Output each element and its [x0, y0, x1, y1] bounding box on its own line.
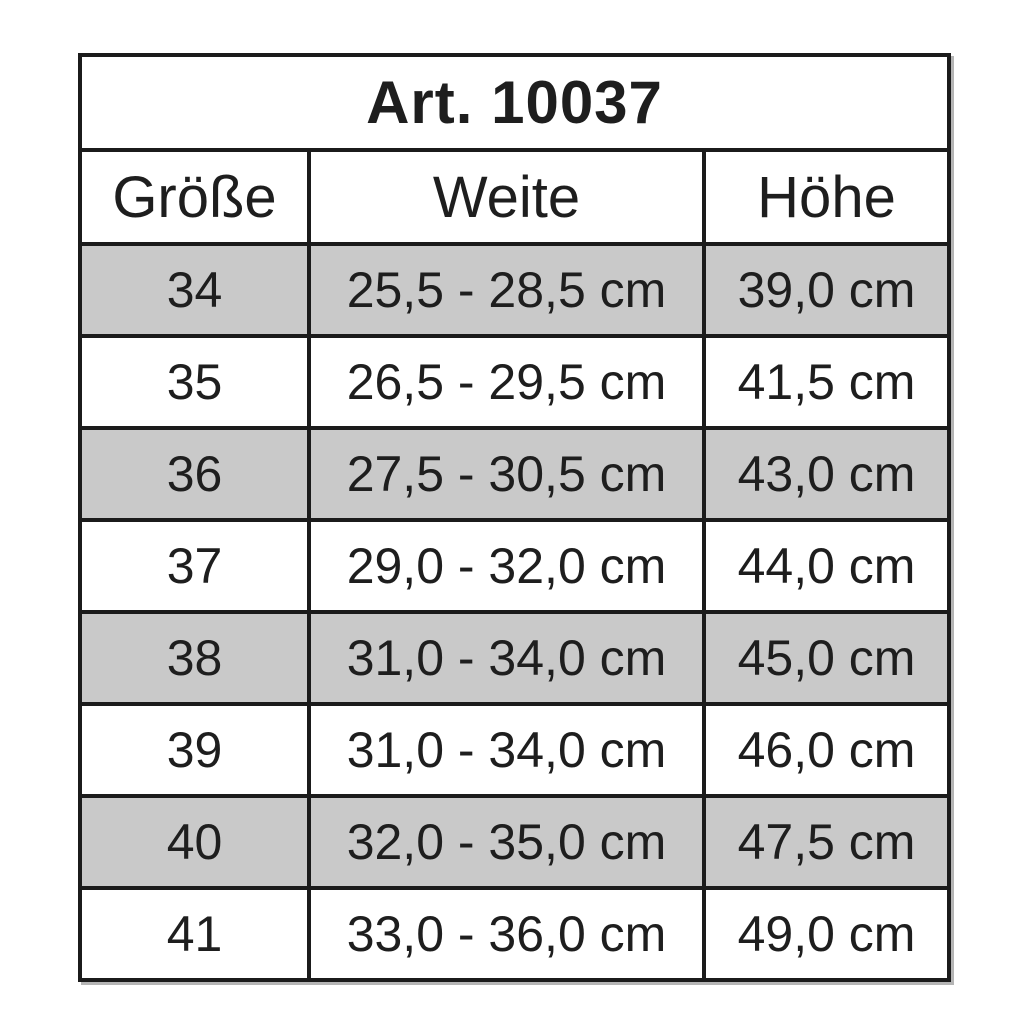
- cell-hoehe: 47,5 cm: [701, 794, 952, 890]
- table-row-size-38: 38 31,0 - 34,0 cm 45,0 cm: [78, 610, 952, 706]
- cell-groesse: 34: [78, 242, 311, 338]
- cell-groesse: 37: [78, 518, 311, 614]
- cell-groesse: 41: [78, 886, 311, 982]
- cell-weite: 29,0 - 32,0 cm: [307, 518, 706, 614]
- cell-weite: 31,0 - 34,0 cm: [307, 610, 706, 706]
- cell-weite: 33,0 - 36,0 cm: [307, 886, 706, 982]
- cell-hoehe: 39,0 cm: [701, 242, 952, 338]
- table-header-row: Größe Weite Höhe: [78, 148, 952, 246]
- cell-weite: 27,5 - 30,5 cm: [307, 426, 706, 522]
- cell-weite: 32,0 - 35,0 cm: [307, 794, 706, 890]
- table-row-size-41: 41 33,0 - 36,0 cm 49,0 cm: [78, 886, 952, 982]
- cell-hoehe: 41,5 cm: [701, 334, 952, 430]
- article-number-title: Art. 10037: [77, 53, 952, 152]
- cell-weite: 26,5 - 29,5 cm: [307, 334, 706, 430]
- table-row-size-37: 37 29,0 - 32,0 cm 44,0 cm: [78, 518, 952, 614]
- cell-groesse: 39: [78, 702, 311, 798]
- cell-weite: 31,0 - 34,0 cm: [307, 702, 706, 798]
- cell-weite: 25,5 - 28,5 cm: [307, 242, 706, 338]
- column-header-groesse: Größe: [78, 148, 311, 246]
- cell-hoehe: 44,0 cm: [701, 518, 952, 614]
- column-header-weite: Weite: [307, 148, 706, 246]
- column-header-hoehe: Höhe: [701, 148, 952, 246]
- cell-groesse: 36: [78, 426, 311, 522]
- table-row-size-35: 35 26,5 - 29,5 cm 41,5 cm: [78, 334, 952, 430]
- size-chart-table: Art. 10037 Größe Weite Höhe 34 25,5 - 28…: [77, 53, 952, 982]
- cell-groesse: 38: [78, 610, 311, 706]
- table-row-size-36: 36 27,5 - 30,5 cm 43,0 cm: [78, 426, 952, 522]
- cell-groesse: 35: [78, 334, 311, 430]
- table-row-size-39: 39 31,0 - 34,0 cm 46,0 cm: [78, 702, 952, 798]
- cell-hoehe: 45,0 cm: [701, 610, 952, 706]
- cell-hoehe: 46,0 cm: [701, 702, 952, 798]
- table-title-row: Art. 10037: [77, 53, 952, 152]
- table-row-size-40: 40 32,0 - 35,0 cm 47,5 cm: [78, 794, 952, 890]
- table-row-size-34: 34 25,5 - 28,5 cm 39,0 cm: [78, 242, 952, 338]
- cell-hoehe: 49,0 cm: [701, 886, 952, 982]
- cell-hoehe: 43,0 cm: [701, 426, 952, 522]
- cell-groesse: 40: [78, 794, 311, 890]
